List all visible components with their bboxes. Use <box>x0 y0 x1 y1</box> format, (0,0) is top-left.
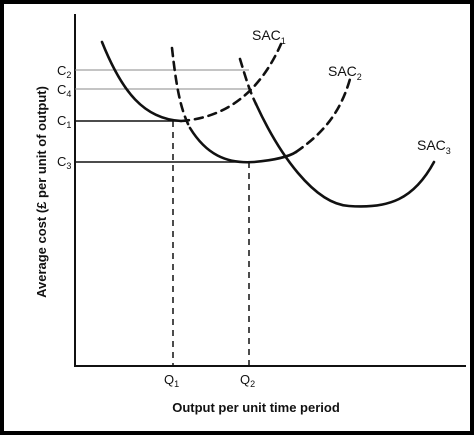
c4-label: C4 <box>57 82 71 99</box>
c1-label: C1 <box>57 113 71 130</box>
sac3-curve-dashed-left <box>238 57 258 106</box>
q1-label: Q1 <box>164 372 179 389</box>
sac3-label: SAC3 <box>417 137 451 156</box>
sac1-curve-dashed <box>179 42 283 123</box>
axes <box>74 14 466 367</box>
x-axis-title: Output per unit time period <box>172 400 340 415</box>
y-axis-title: Average cost (£ per unit of output) <box>34 86 49 298</box>
sac2-curve-solid <box>188 126 298 164</box>
sac2-curve-dashed-right <box>294 77 352 154</box>
cost-curves-diagram: SAC1 SAC2 SAC3 C2 C4 C1 C3 Q1 Q2 Output … <box>34 14 466 415</box>
sac1-label: SAC1 <box>252 27 286 46</box>
q2-label: Q2 <box>240 372 255 389</box>
sac3-curve-solid <box>254 102 436 208</box>
c3-label: C3 <box>57 154 71 171</box>
sac2-curve-dashed-left <box>170 46 192 130</box>
horizontal-guides <box>75 69 249 163</box>
sac2-label: SAC2 <box>328 63 362 82</box>
sac1-curve-solid <box>100 40 183 123</box>
c2-label: C2 <box>57 63 71 80</box>
curves <box>100 40 436 208</box>
vertical-guides <box>172 121 250 366</box>
